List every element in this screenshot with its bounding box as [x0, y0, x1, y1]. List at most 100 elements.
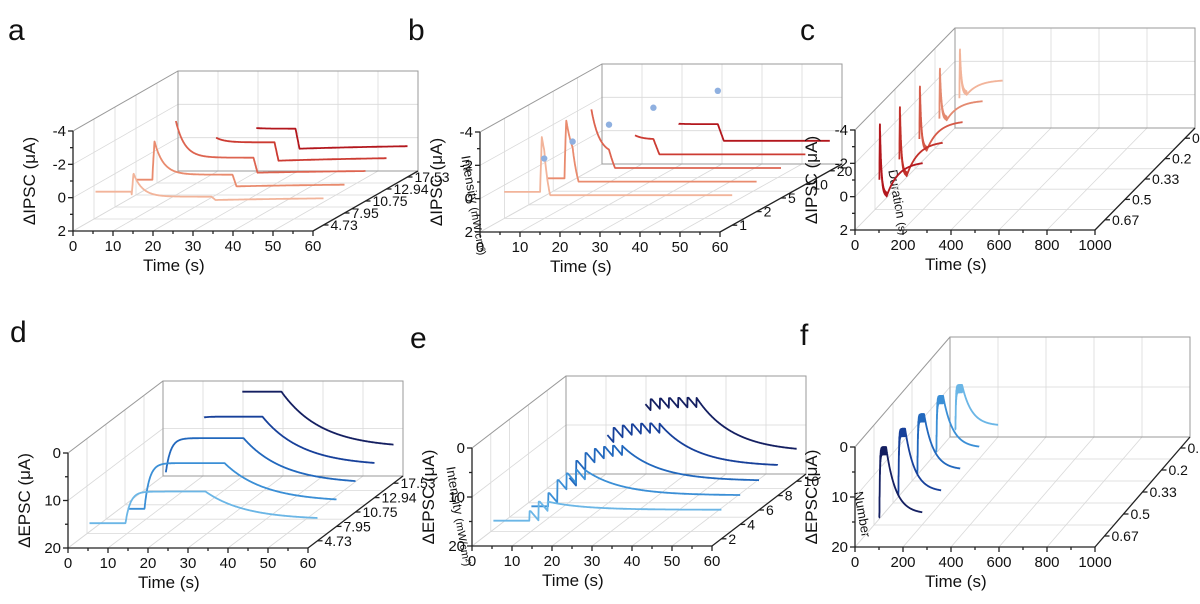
- back-wall-frame: [601, 63, 843, 165]
- floor-grid-line: [272, 170, 379, 232]
- x-tick-label: 40: [220, 555, 237, 572]
- x-tick-label: 50: [260, 555, 277, 572]
- x-tick-label: 0: [476, 239, 484, 256]
- x-tick-label: 0: [64, 555, 72, 572]
- x-tick-label: 20: [140, 555, 157, 572]
- y-tick-label: -4: [53, 123, 66, 140]
- depth-tick-label: 2: [728, 531, 736, 547]
- y-tick-label: -4: [460, 124, 473, 141]
- panel-letter: c: [800, 14, 815, 47]
- y-tick-label: 0: [457, 440, 465, 457]
- side-wall-grid-line: [72, 170, 179, 232]
- x-axis-title: Time (s): [138, 573, 200, 592]
- x-tick-label: 10: [512, 239, 529, 256]
- x-axis-title: Time (s): [925, 255, 987, 274]
- depth-tick-label: 0.33: [1150, 484, 1177, 500]
- depth-axis-title: Duration(s): [885, 168, 911, 236]
- x-tick-label: 10: [100, 555, 117, 572]
- depth-tick-label: 0.11: [1192, 130, 1200, 146]
- y-tick-label: 20: [448, 538, 465, 555]
- panel-letter: e: [410, 322, 427, 355]
- trace-f-0.5: [897, 427, 942, 497]
- floor-grid-line: [227, 475, 324, 549]
- floor-grid-line: [1046, 127, 1148, 231]
- trace-c-0.5: [898, 106, 944, 177]
- depth-tick-label: 8: [785, 488, 793, 504]
- x-tick-label: 0: [468, 553, 476, 570]
- depth-axis-title-unit: (s): [895, 221, 909, 236]
- floor-grid-line: [107, 475, 204, 549]
- side-wall-grid-line: [471, 424, 567, 498]
- depth-tick-label: 7.95: [352, 205, 379, 221]
- floor-grid-line: [519, 163, 643, 233]
- x-tick-label: 60: [712, 239, 729, 256]
- x-tick-label: 20: [552, 239, 569, 256]
- trace-c-0.67: [878, 123, 924, 198]
- panel-letter: d: [10, 316, 27, 349]
- stim-end-marker-5: [605, 121, 613, 128]
- x-tick-label: 60: [300, 555, 317, 572]
- x-tick-label: 50: [664, 553, 681, 570]
- y-tick-label: 2: [465, 224, 473, 241]
- x-tick-label: 40: [632, 239, 649, 256]
- y-tick-label: 10: [448, 489, 465, 506]
- trace-a-12.94: [215, 136, 388, 162]
- trace-d-4.73: [88, 490, 319, 525]
- x-tick-label: 0: [851, 237, 859, 254]
- stim-end-marker-2: [569, 138, 576, 145]
- y-axis-title: ΔIPSC (μA): [20, 137, 39, 225]
- floor-grid-line: [902, 436, 999, 548]
- side-wall-grid-line: [479, 96, 603, 166]
- depth-tick-label: 0.2: [1172, 151, 1192, 167]
- floor-grid-line: [192, 170, 299, 232]
- x-tick-label: 600: [986, 554, 1011, 571]
- floor-grid-line: [511, 473, 607, 547]
- box-edge: [854, 336, 951, 448]
- x-tick-label: 200: [890, 554, 915, 571]
- depth-tick-label: 0.5: [1132, 191, 1152, 207]
- depth-tick-label: 4.73: [325, 533, 352, 549]
- x-tick-label: 30: [592, 239, 609, 256]
- trace-f-0.11: [954, 384, 999, 431]
- side-wall-grid-line: [72, 137, 179, 199]
- trace-b-20: [677, 122, 831, 142]
- panel-c: 02004006008001000-4-2020.670.50.330.20.1…: [800, 14, 1200, 274]
- depth-tick-label: 0.2: [1169, 462, 1189, 478]
- depth-tick-label: 0.5: [1131, 506, 1151, 522]
- x-tick-label: 30: [180, 555, 197, 572]
- y-tick-label: 2: [840, 222, 848, 239]
- depth-tick-label: 20: [837, 163, 853, 179]
- depth-tick-label: 6: [766, 502, 774, 518]
- back-wall-frame: [954, 27, 1196, 129]
- trace-b-10: [634, 134, 807, 156]
- y-axis-title: ΔEPSC (μA): [419, 450, 438, 545]
- y-tick-label: -2: [460, 157, 473, 174]
- floor-grid-line: [551, 473, 647, 547]
- side-wall-grid-line: [471, 473, 567, 547]
- trace-a-4.73: [94, 172, 325, 201]
- trace-e-6: [568, 444, 760, 487]
- depth-tick-label: 0.67: [1112, 212, 1139, 228]
- x-tick-label: 10: [504, 553, 521, 570]
- floor-grid-line: [599, 163, 723, 233]
- side-wall-grid-line: [67, 475, 164, 549]
- trace-c-0.11: [958, 48, 1004, 99]
- panel-f: 0 200 400 600 800 1000 0 10 20 0.67 0.5 0.33 0.2 0.11…: [800, 319, 1200, 591]
- y-axis-title: ΔIPSC (μA): [802, 136, 821, 224]
- depth-tick-label: 0.33: [1152, 171, 1179, 187]
- side-wall-grid-line: [72, 103, 179, 165]
- x-axis-title: Time (s): [542, 571, 604, 590]
- depth-tick-label: 0.11: [1188, 440, 1200, 456]
- depth-tick-label: 10: [812, 176, 828, 192]
- y-tick-label: -2: [835, 155, 848, 172]
- x-tick-label: 20: [145, 238, 162, 255]
- x-tick-label: 800: [1034, 237, 1059, 254]
- floor-grid-line: [998, 127, 1100, 231]
- trace-e-4: [530, 469, 741, 508]
- side-wall-grid-line: [67, 428, 164, 501]
- x-tick-label: 400: [938, 237, 963, 254]
- x-tick-label: 10: [105, 238, 122, 255]
- trace-c-0.2: [938, 67, 984, 122]
- x-axis-title: Time (s): [925, 572, 987, 591]
- stim-end-marker-1: [541, 155, 548, 162]
